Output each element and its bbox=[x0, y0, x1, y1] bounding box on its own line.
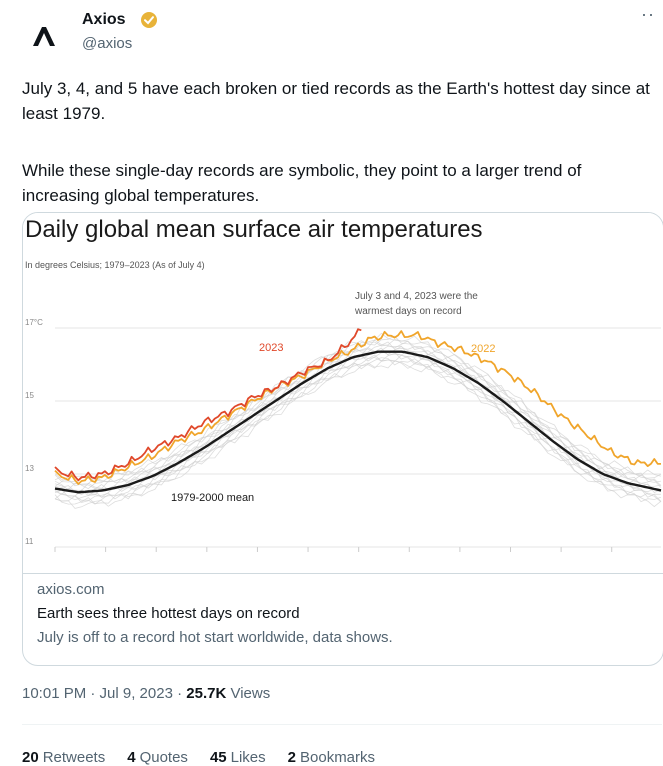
historical-year-line bbox=[54, 341, 662, 490]
tweet-meta: 10:01 PM · Jul 9, 2023 · 25.7K Views bbox=[22, 685, 270, 702]
series-label-2023: 2023 bbox=[259, 342, 283, 354]
annotation-line-2: warmest days on record bbox=[354, 306, 462, 317]
series-line-mean bbox=[54, 350, 662, 494]
annotation-line-1: July 3 and 4, 2023 were the bbox=[355, 291, 478, 302]
tweet-text-paragraph-2: While these single-day records are symbo… bbox=[22, 161, 582, 205]
quotes-label: Quotes bbox=[139, 749, 188, 766]
card-description[interactable]: July is off to a record hot start worldw… bbox=[37, 629, 393, 646]
quotes-count: 4 bbox=[127, 749, 136, 766]
historical-year-line bbox=[54, 351, 662, 498]
historical-year-line bbox=[54, 359, 662, 505]
views-label: Views bbox=[230, 685, 271, 702]
series-line-2023 bbox=[54, 328, 362, 482]
link-card[interactable]: Daily global mean surface air temperatur… bbox=[22, 212, 663, 666]
retweets-count: 20 bbox=[22, 749, 39, 766]
temperature-chart: Daily global mean surface air temperatur… bbox=[25, 216, 662, 552]
historical-year-line bbox=[54, 339, 662, 490]
chart-title: Daily global mean surface air temperatur… bbox=[25, 216, 483, 243]
card-domain[interactable]: axios.com bbox=[37, 581, 105, 598]
y-tick-label: 15 bbox=[25, 391, 34, 400]
series-label-mean: 1979-2000 mean bbox=[171, 492, 254, 504]
chart-image: Daily global mean surface air temperatur… bbox=[23, 213, 663, 573]
avatar[interactable] bbox=[22, 14, 66, 58]
retweets-label: Retweets bbox=[42, 749, 106, 766]
historical-year-line bbox=[54, 354, 662, 503]
bookmarks-label: Bookmarks bbox=[300, 749, 376, 766]
historical-year-line bbox=[54, 347, 662, 496]
author-handle[interactable]: @axios bbox=[82, 35, 133, 52]
likes-stat[interactable]: 45 Likes bbox=[210, 749, 266, 766]
historical-year-line bbox=[54, 345, 662, 491]
card-title[interactable]: Earth sees three hottest days on record bbox=[37, 605, 300, 622]
historical-year-line bbox=[54, 335, 662, 485]
axios-logo-icon bbox=[33, 27, 55, 46]
historical-year-line bbox=[54, 357, 662, 505]
y-tick-label: 17°C bbox=[25, 318, 43, 327]
likes-label: Likes bbox=[230, 749, 266, 766]
tweet-text-paragraph-1: July 3, 4, and 5 have each broken or tie… bbox=[22, 79, 650, 123]
timestamp[interactable]: 10:01 PM · Jul 9, 2023 · bbox=[22, 685, 187, 702]
y-tick-label: 11 bbox=[25, 537, 34, 546]
chart-subtitle: In degrees Celsius; 1979–2023 (As of Jul… bbox=[25, 260, 205, 270]
bookmarks-count: 2 bbox=[287, 749, 296, 766]
historical-year-line bbox=[54, 338, 662, 487]
y-tick-label: 13 bbox=[25, 464, 34, 473]
series-line-2022 bbox=[54, 330, 661, 485]
divider bbox=[22, 724, 662, 725]
card-divider bbox=[23, 573, 663, 574]
retweets-stat[interactable]: 20 Retweets bbox=[22, 749, 105, 766]
views-count: 25.7K bbox=[186, 685, 227, 702]
verified-badge-icon bbox=[140, 11, 158, 29]
likes-count: 45 bbox=[209, 749, 227, 766]
series-label-2022: 2022 bbox=[471, 343, 495, 355]
historical-year-line bbox=[54, 360, 662, 509]
engagement-stats: 20 Retweets 4 Quotes 45 Likes 2 Bookmarks bbox=[22, 749, 375, 766]
quotes-stat[interactable]: 4 Quotes bbox=[127, 749, 188, 766]
author-name[interactable]: Axios bbox=[82, 11, 126, 28]
bookmarks-stat[interactable]: 2 Bookmarks bbox=[288, 749, 375, 766]
more-horizontal-icon[interactable]: ·· bbox=[641, 4, 655, 24]
